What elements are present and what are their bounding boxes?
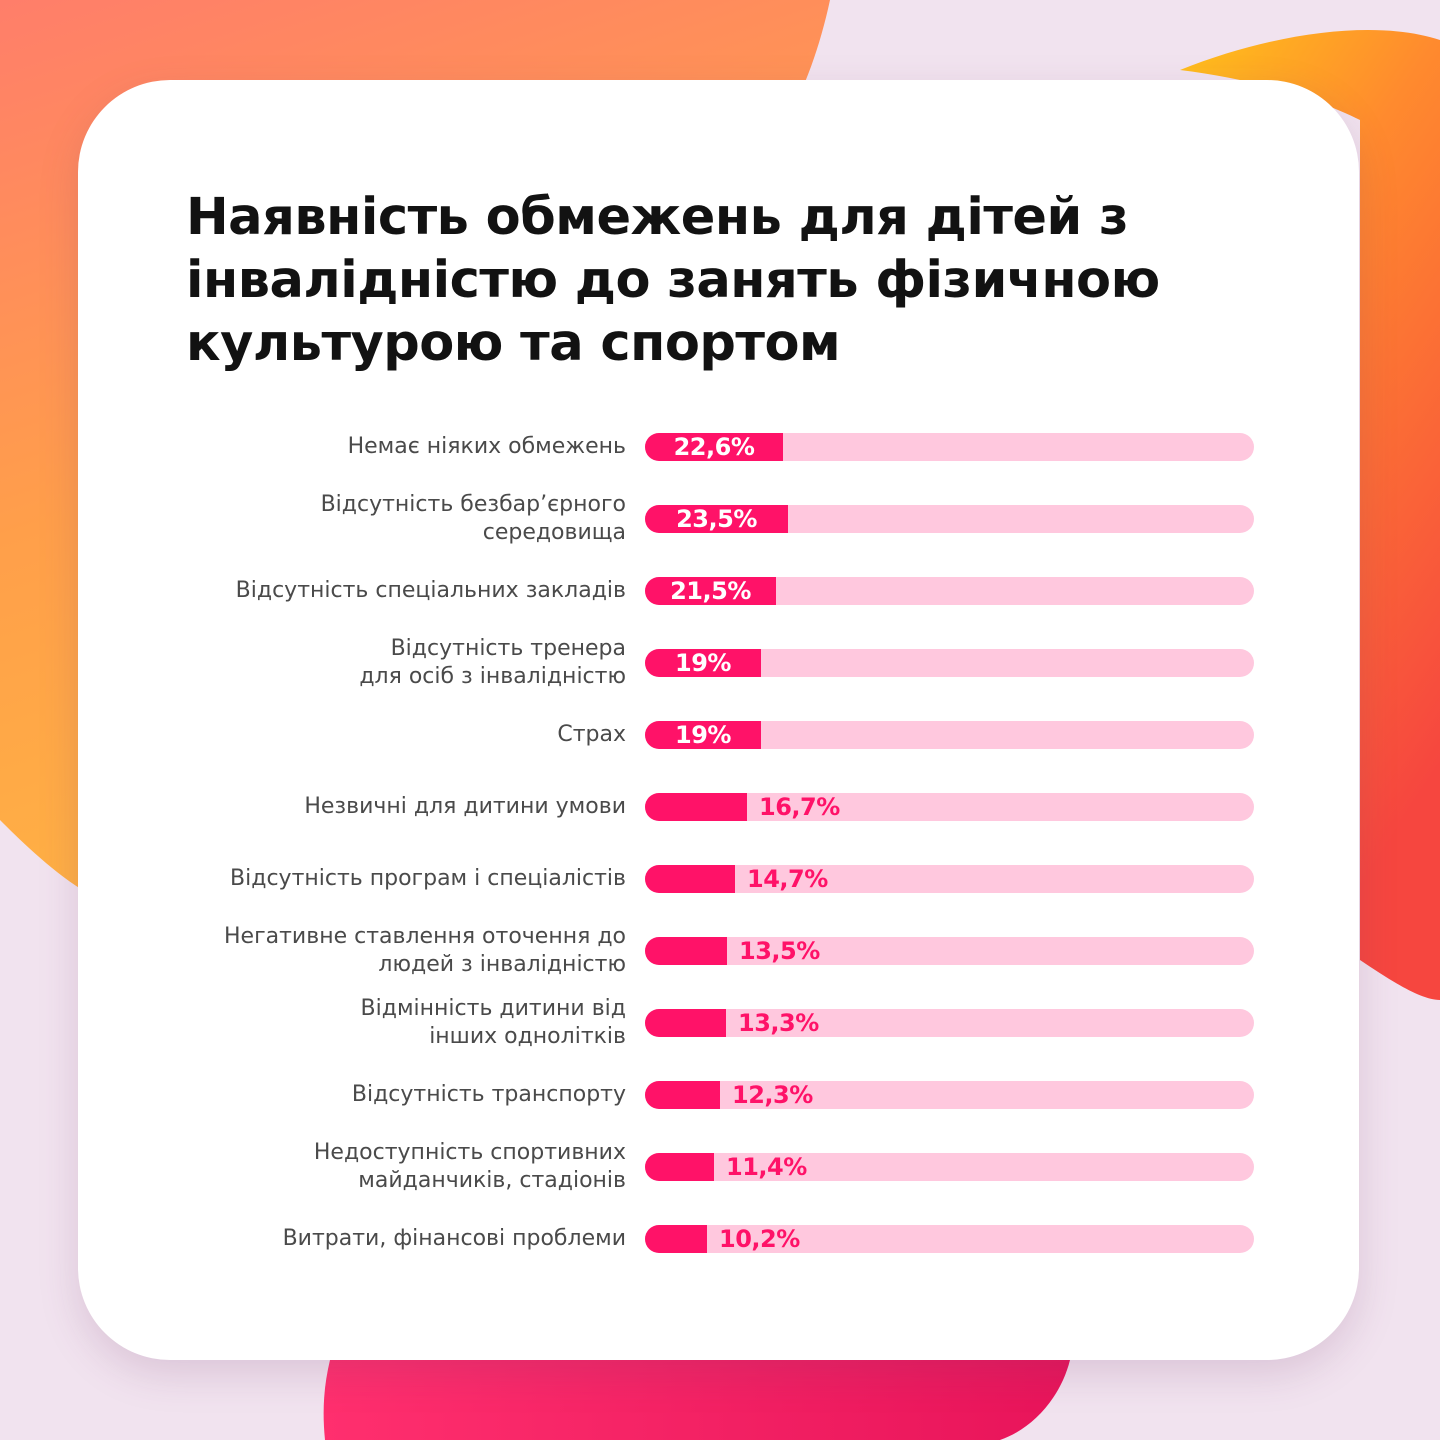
data-label: 16,7% [759,793,840,821]
bar-fill [645,1153,714,1181]
category-label: Відсутність транспорту [351,1082,626,1107]
category-label: Відсутність спеціальних закладів [235,578,626,603]
bar-track: 19% [645,721,1254,749]
bar-row: Відсутність спеціальних закладів 21,5% [78,561,1359,621]
category-label: Недоступність спортивних майданчиків, ст… [313,1140,626,1193]
category-label: Незвичні для дитини умови [304,794,626,819]
bar-fill [645,433,783,461]
chart-title: Наявність обмежень для дітей з інвалідні… [186,188,1160,373]
bar-fill [645,577,776,605]
data-label: 13,3% [738,1009,819,1037]
bar-track: 23,5% [645,505,1254,533]
bar-fill [645,1081,720,1109]
bar-track: 21,5% [645,577,1254,605]
data-label: 13,5% [739,937,820,965]
bar-fill [645,505,788,533]
bar-track: 13,5% [645,937,1254,965]
bar-row: Немає ніяких обмежень 22,6% [78,417,1359,477]
bar-row: Відсутність транспорту 12,3% [78,1065,1359,1125]
blob-right [1180,30,1440,1000]
data-label: 23,5% [676,505,757,533]
data-label: 19% [675,721,731,749]
category-label: Немає ніяких обмежень [347,434,626,459]
bar-fill [645,1225,707,1253]
bar-fill [645,865,735,893]
category-label: Відсутність безбар’єрного середовища [320,492,626,545]
bar-row: Недоступність спортивних майданчиків, ст… [78,1137,1359,1197]
bar-row: Страх 19% [78,705,1359,765]
category-label: Негативне ставлення оточення до людей з … [224,924,626,977]
bar-row: Відсутність тренера для осіб з інвалідні… [78,633,1359,693]
bar-row: Негативне ставлення оточення до людей з … [78,921,1359,981]
data-label: 22,6% [673,433,755,461]
data-label: 21,5% [670,577,751,605]
data-label: 19% [675,649,731,677]
bar-fill [645,937,727,965]
bar-fill [645,1009,726,1037]
bar-row: Витрати, фінансові проблеми 10,2% [78,1209,1359,1269]
category-label: Відсутність програм і спеціалістів [230,866,626,891]
bar-track: 16,7% [645,793,1254,821]
bar-track: 22,6% [645,433,1254,461]
bar-track: 13,3% [645,1009,1254,1037]
category-label: Відсутність тренера для осіб з інвалідні… [359,636,626,689]
bar-row: Відсутність програм і спеціалістів 14,7% [78,849,1359,909]
category-label: Витрати, фінансові проблеми [282,1226,626,1251]
bar-row: Відмінність дитини від інших однолітків 1… [78,993,1359,1053]
data-label: 14,7% [747,865,828,893]
bar-track: 11,4% [645,1153,1254,1181]
bar-track: 19% [645,649,1254,677]
bar-track: 10,2% [645,1225,1254,1253]
bar-row: Відсутність безбар’єрного середовища 23,5… [78,489,1359,549]
bar-track: 12,3% [645,1081,1254,1109]
bar-row: Незвичні для дитини умови 16,7% [78,777,1359,837]
data-label: 11,4% [726,1153,807,1181]
bar-fill [645,721,761,749]
category-label: Страх [557,722,626,747]
blob-bottom [323,1360,1070,1440]
data-label: 10,2% [719,1225,800,1253]
data-label: 12,3% [732,1081,813,1109]
chart-card: Наявність обмежень для дітей з інвалідні… [78,80,1359,1360]
bar-track: 14,7% [645,865,1254,893]
category-label: Відмінність дитини від інших однолітків [360,996,626,1049]
bar-fill [645,649,761,677]
bar-fill [645,793,747,821]
